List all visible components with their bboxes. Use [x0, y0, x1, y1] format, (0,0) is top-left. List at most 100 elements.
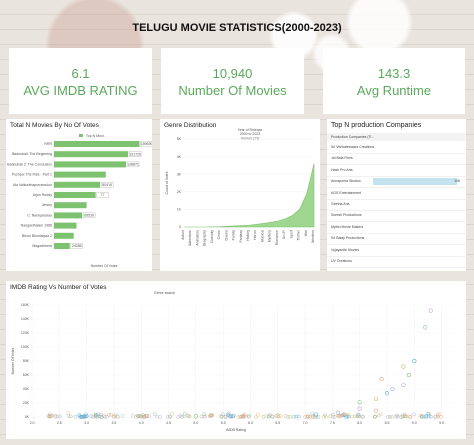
companies-header: Production Companies (Ti...: [327, 133, 466, 141]
scatter-point: [168, 414, 172, 419]
kpi-avg-runtime: 143.3 Avg Runtime: [323, 48, 465, 114]
genre-x-tick: Sci-Fi: [282, 230, 286, 239]
scatter-point: [373, 414, 377, 419]
scatter-point: [53, 414, 58, 419]
scatter-point: [423, 325, 428, 330]
bar-category-label: Baahubali 2: The Conclusion: [7, 162, 52, 166]
scatter-y-tick: 80K: [23, 359, 30, 363]
scatter-point: [140, 413, 145, 417]
scatter-y-tick: 120K: [21, 331, 30, 335]
scatter-point: [90, 415, 95, 419]
scatter-point: [193, 414, 198, 419]
scatter-point: [187, 414, 192, 419]
scatter-point: [68, 414, 73, 419]
scatter-point: [229, 414, 234, 419]
scatter-point: [373, 408, 379, 413]
genre-y-tick: 2K: [177, 190, 182, 194]
bar: [54, 181, 101, 188]
scatter-point: [344, 415, 348, 419]
genre-legend-line: Year of Release: [238, 128, 263, 132]
scatter-point: [355, 414, 360, 419]
scatter-y-tick: 60K: [23, 373, 30, 377]
scatter-point: [423, 415, 428, 419]
scatter-point: [109, 412, 113, 417]
scatter-point: [404, 414, 409, 419]
bar-data-label-box: [82, 212, 96, 219]
scatter-point: [276, 414, 281, 419]
scatter-point: [294, 414, 299, 419]
scatter-point: [313, 412, 319, 417]
companies-panel: Top N production Companies Production Co…: [327, 119, 466, 271]
bar-category-label: Magadheera: [32, 244, 52, 248]
scatter-y-axis-label: Number Of Votes: [11, 347, 15, 374]
scatter-y-tick: 140K: [21, 317, 30, 321]
scatter-point: [310, 411, 314, 416]
scatter-point: [428, 414, 433, 419]
genre-x-tick: Family: [232, 230, 236, 241]
scatter-point: [346, 412, 351, 417]
scatter-point: [376, 413, 381, 418]
bar-category-label: Jersey: [42, 203, 53, 207]
genre-x-tick: Romance: [275, 230, 279, 245]
scatter-x-tick: 5.5: [221, 421, 226, 425]
scatter-point: [427, 414, 431, 418]
company-row: Sri Balaji Productions: [327, 233, 466, 246]
scatter-y-tick: 100K: [21, 345, 30, 349]
scatter-point: [103, 414, 107, 419]
genre-x-tick: History: [246, 230, 250, 241]
genre-y-axis-label: Count of Votes: [165, 171, 169, 194]
bar-data-label: 77: [101, 193, 105, 197]
bar: [54, 202, 87, 209]
bar-category-label: C: Narayanarao: [27, 213, 52, 217]
scatter-point: [47, 414, 52, 418]
company-name: Vyjayanthi Movies: [331, 247, 360, 252]
genre-x-tick: Drama: [224, 230, 228, 241]
company-bar: [373, 178, 457, 186]
scatter-x-tick: 2.0: [30, 421, 35, 425]
scatter-point: [286, 415, 291, 419]
scatter-point: [141, 415, 146, 419]
scatter-point: [231, 413, 236, 418]
scatter-y-tick: 0K: [25, 415, 30, 419]
scatter-panel: IMDB Rating Vs Number of Votes Genre sea…: [6, 281, 466, 439]
kpi-label: Avg Runtime: [356, 83, 432, 98]
company-row: Jai Bala Films: [327, 153, 466, 166]
bar-category-label: Rangasthalam 1985: [21, 224, 52, 228]
genre-y-tick: 5K: [177, 137, 182, 141]
scatter-point: [186, 413, 190, 418]
scatter-point: [433, 415, 438, 419]
company-row: UV Creations: [327, 256, 466, 268]
scatter-point: [345, 414, 350, 419]
scatter-point: [199, 414, 204, 419]
scatter-x-tick: 6.5: [275, 421, 280, 425]
scatter-point: [297, 414, 301, 419]
scatter-point: [168, 414, 173, 419]
scatter-y-tick: 160K: [21, 303, 30, 307]
scatter-point: [373, 396, 379, 401]
top-movies-title: Total N Movies By No Of Votes: [10, 122, 99, 129]
kpi-value: 10,940: [212, 66, 253, 81]
bar: [54, 171, 106, 178]
scatter-point: [57, 414, 62, 419]
kpi-value: 6.1: [71, 66, 90, 81]
scatter-point: [435, 412, 440, 417]
bar: [54, 161, 126, 168]
scatter-point: [186, 414, 191, 418]
bar-legend-swatch: [79, 134, 83, 137]
genre-y-tick: 0: [179, 225, 181, 229]
scatter-x-tick: 8.5: [385, 421, 390, 425]
scatter-point: [310, 414, 315, 418]
bar-data-label-box: [140, 141, 152, 147]
company-row: Geetha Arts: [327, 199, 466, 211]
scatter-point: [182, 414, 186, 419]
kpi-avg-rating: 6.1 AVG IMDB RATING: [9, 48, 152, 114]
genre-x-tick: Mystery: [268, 230, 272, 243]
scatter-point: [99, 412, 103, 417]
scatter-point: [384, 391, 390, 396]
scatter-point: [243, 414, 248, 419]
scatter-y-tick: 40K: [23, 387, 30, 391]
scatter-point: [105, 414, 109, 419]
bar-data-label-box: [96, 192, 109, 198]
company-name: Annapurna Studios: [331, 179, 361, 184]
